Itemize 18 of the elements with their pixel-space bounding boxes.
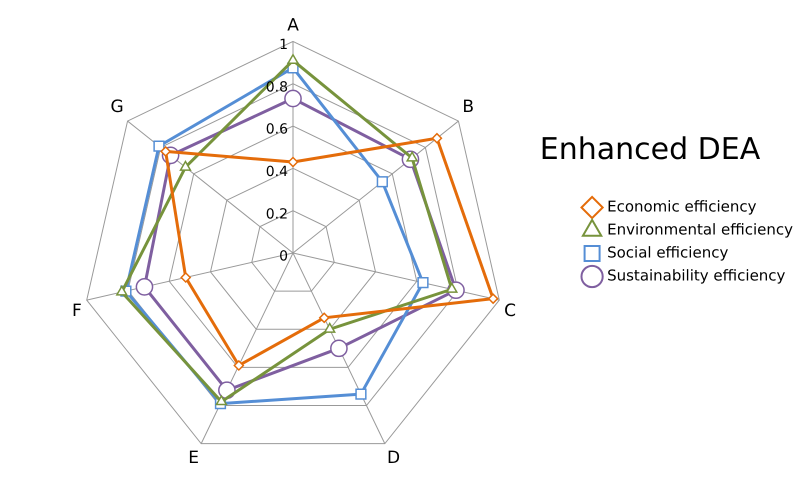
spoke-label: D (386, 448, 400, 468)
y-tick-label: 0.8 (266, 79, 288, 96)
y-tick-label: 1 (279, 37, 288, 54)
y-tick-label: 0.4 (266, 164, 288, 180)
y-tick-label: 0 (279, 248, 288, 265)
legend-label: Environmental efficiency (607, 220, 794, 238)
text: Enhanced DEA (538, 132, 762, 167)
spoke-label: G (110, 97, 124, 118)
spoke-label: A (287, 16, 300, 36)
y-tick-label: 0.2 (266, 206, 288, 222)
legend-label: Economic efficiency (607, 197, 757, 216)
spoke-label: C (504, 300, 516, 321)
legend-label: Social efficiency (607, 243, 728, 262)
spoke-label: F (72, 300, 82, 321)
legend-label: Sustainability efficiency (607, 266, 786, 284)
y-tick-label: 0.6 (266, 122, 288, 138)
spoke-label: E (188, 448, 200, 468)
spoke-label: B (462, 97, 474, 118)
